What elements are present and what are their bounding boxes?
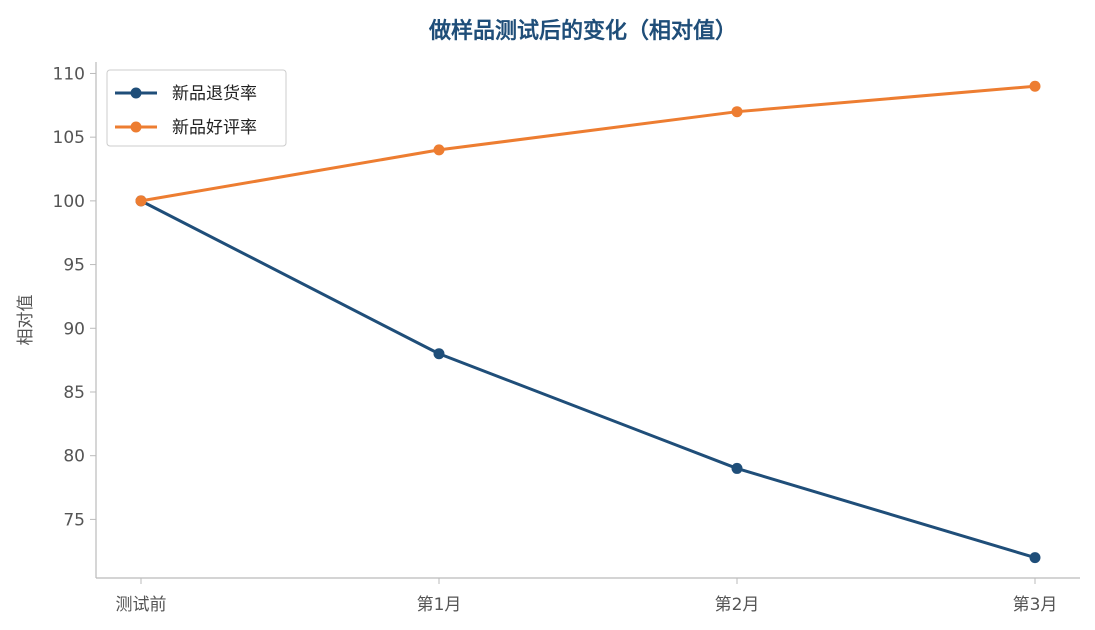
axes [95,62,1080,579]
data-point [135,195,147,207]
y-tick-label: 85 [63,383,85,403]
data-point [433,144,445,156]
series-line [139,84,1037,203]
y-tick-label: 95 [63,256,85,276]
y-tick-label: 80 [63,447,85,467]
y-tick-label: 90 [63,319,85,339]
x-tick-label: 第3月 [1013,595,1058,615]
data-point [731,462,743,474]
series-group [135,80,1041,564]
y-ticks: 75 80 85 90 95 100 105 110 [53,64,96,530]
x-tick-label: 第1月 [417,595,462,615]
y-axis-label: 相对值 [16,295,36,346]
legend-label: 新品退货率 [172,84,257,104]
x-ticks: 测试前 第1月 第2月 第3月 [116,578,1058,615]
legend-marker [130,87,142,99]
data-point [1029,552,1041,564]
x-tick-label: 第2月 [715,595,760,615]
data-point [1029,80,1041,92]
series-line [139,199,1037,560]
chart-title: 做样品测试后的变化（相对值） [428,18,737,44]
y-tick-label: 110 [53,64,85,84]
x-tick-label: 测试前 [116,595,167,615]
data-point [433,348,445,360]
y-tick-label: 105 [53,128,85,148]
legend-marker [130,121,142,133]
y-tick-label: 75 [63,510,85,530]
data-point [731,106,743,118]
legend-label: 新品好评率 [172,118,257,138]
y-tick-label: 100 [53,192,85,212]
